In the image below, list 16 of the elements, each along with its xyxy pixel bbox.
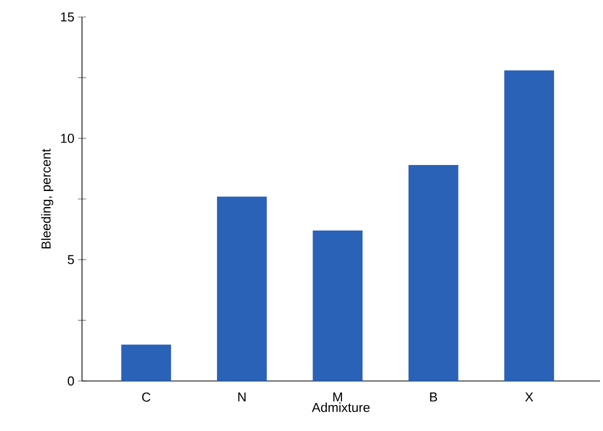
- x-tick-label: B: [430, 392, 438, 402]
- bar: [217, 196, 267, 381]
- y-tick-label: 10: [61, 134, 74, 143]
- x-tick-label: X: [525, 392, 534, 402]
- x-axis-title: Admixture: [312, 402, 370, 412]
- x-tick-label: N: [238, 392, 246, 402]
- y-tick-label: 15: [61, 12, 74, 22]
- y-tick-label: 0: [68, 376, 74, 386]
- y-tick-label: 5: [68, 255, 74, 264]
- bar: [121, 344, 172, 381]
- bar: [312, 230, 363, 381]
- bar: [504, 70, 554, 381]
- x-tick-label: M: [333, 392, 342, 402]
- x-tick-label: C: [142, 392, 150, 402]
- bar: [408, 165, 458, 381]
- y-axis-title: Bleeding, percent: [41, 148, 54, 248]
